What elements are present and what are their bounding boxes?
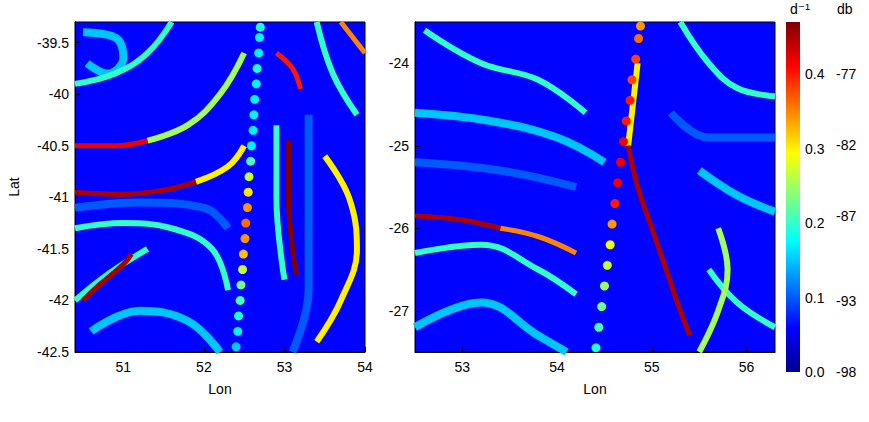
svg-text:-87: -87 (836, 208, 856, 224)
svg-text:-24: -24 (389, 55, 409, 71)
svg-text:-98: -98 (836, 364, 856, 380)
svg-text:54: 54 (357, 359, 373, 375)
svg-text:-42.5: -42.5 (37, 344, 69, 360)
svg-text:0.2: 0.2 (805, 215, 825, 231)
svg-text:53: 53 (455, 359, 471, 375)
svg-text:-82: -82 (836, 137, 856, 153)
svg-text:51: 51 (116, 359, 132, 375)
svg-text:-40: -40 (49, 86, 69, 102)
svg-text:-40.5: -40.5 (37, 138, 69, 154)
svg-text:0.4: 0.4 (805, 66, 825, 82)
svg-text:-77: -77 (836, 66, 856, 82)
svg-text:0.1: 0.1 (805, 290, 825, 306)
svg-text:56: 56 (739, 359, 755, 375)
svg-text:-26: -26 (389, 220, 409, 236)
svg-text:-27: -27 (389, 303, 409, 319)
svg-text:db: db (837, 1, 853, 17)
svg-text:Lat: Lat (6, 177, 22, 197)
svg-text:-93: -93 (836, 293, 856, 309)
svg-text:55: 55 (644, 359, 660, 375)
svg-text:Lon: Lon (583, 381, 606, 397)
svg-text:0.3: 0.3 (805, 141, 825, 157)
svg-text:-25: -25 (389, 138, 409, 154)
svg-text:-39.5: -39.5 (37, 35, 69, 51)
svg-text:-42: -42 (49, 292, 69, 308)
svg-text:0.0: 0.0 (805, 364, 825, 380)
svg-text:54: 54 (549, 359, 565, 375)
svg-text:Lon: Lon (208, 381, 231, 397)
svg-text:d⁻¹: d⁻¹ (790, 1, 810, 17)
svg-text:53: 53 (277, 359, 293, 375)
svg-text:52: 52 (196, 359, 212, 375)
svg-text:-41: -41 (49, 189, 69, 205)
svg-text:-41.5: -41.5 (37, 241, 69, 257)
